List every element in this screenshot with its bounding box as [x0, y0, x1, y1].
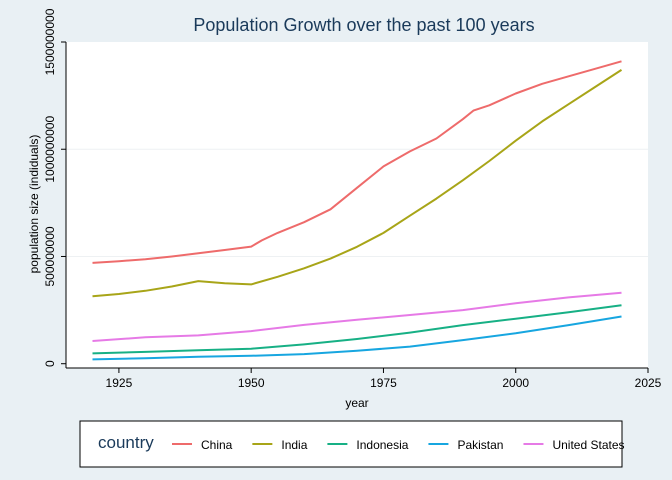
legend-title: country: [98, 433, 154, 452]
y-tick-label: 1000000000: [43, 116, 57, 183]
legend-label: Pakistan: [457, 438, 503, 452]
y-tick-label: 1500000000: [43, 8, 57, 75]
x-axis-label: year: [345, 396, 368, 410]
series-line-india: [92, 69, 623, 298]
series-line-united-states: [92, 291, 622, 342]
y-tick-label: 0: [43, 360, 57, 367]
series-line-pakistan: [92, 315, 622, 361]
series-line-indonesia: [92, 304, 622, 355]
series-lines: [92, 60, 623, 361]
y-tick-label: 500000000: [43, 226, 57, 286]
axes: 1925 1950 1975 2000 2025 0 500000000 1000000000…: [43, 8, 662, 390]
legend-items: China India Indonesia Pakistan United States: [172, 438, 625, 452]
legend-label: China: [201, 438, 233, 452]
x-tick-label: 1925: [106, 376, 133, 390]
y-axis-label: population size (indiduals): [27, 135, 41, 274]
legend-label: India: [281, 438, 307, 452]
legend-label: Indonesia: [356, 438, 408, 452]
chart-title: Population Growth over the past 100 year…: [193, 15, 534, 35]
x-tick-label: 2000: [502, 376, 529, 390]
x-tick-label: 1975: [370, 376, 397, 390]
legend: country China India Indonesia Pakistan Unite…: [79, 420, 625, 468]
series-line-china: [92, 60, 622, 264]
x-tick-label: 2025: [635, 376, 662, 390]
x-tick-label: 1950: [238, 376, 265, 390]
legend-label: United States: [552, 438, 624, 452]
